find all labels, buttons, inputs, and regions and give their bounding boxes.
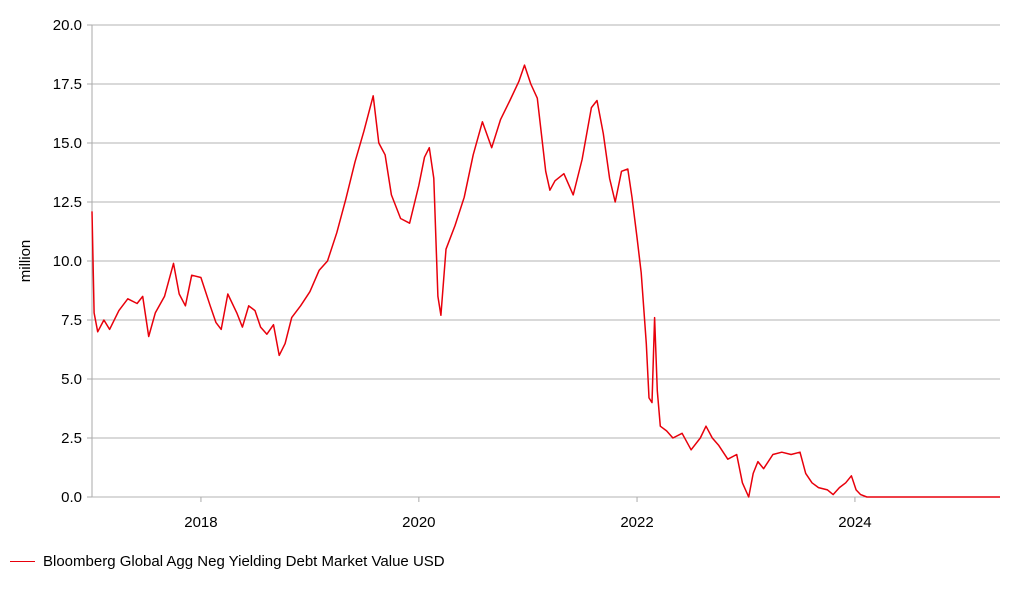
y-tick-label: 2.5	[61, 430, 82, 447]
y-tick-label: 0.0	[61, 489, 82, 506]
y-tick-label: 7.5	[61, 312, 82, 329]
legend-swatch	[10, 561, 35, 562]
y-tick-label: 5.0	[61, 371, 82, 388]
series-line	[91, 64, 1000, 498]
y-tick-label: 12.5	[53, 194, 82, 211]
y-tick-label: 17.5	[53, 76, 82, 93]
y-axis-label: million	[17, 240, 34, 283]
x-tick-label: 2024	[838, 514, 871, 531]
legend-label: Bloomberg Global Agg Neg Yielding Debt M…	[43, 553, 445, 570]
x-tick-label: 2018	[184, 514, 217, 531]
x-tick-label: 2022	[620, 514, 653, 531]
y-tick-label: 10.0	[53, 253, 82, 270]
series-layer	[91, 64, 1000, 498]
y-axis-ticks: 0.0 2.5 5.0 7.5 10.0 12.5 15.0 17.5 20.0	[53, 17, 92, 506]
x-axis-ticks: 2018 2020 2022 2024	[184, 497, 872, 531]
y-tick-label: 15.0	[53, 135, 82, 152]
grid-lines	[92, 24, 1000, 498]
y-tick-label: 20.0	[53, 17, 82, 34]
x-tick-label: 2020	[402, 514, 435, 531]
legend: Bloomberg Global Agg Neg Yielding Debt M…	[10, 553, 445, 570]
